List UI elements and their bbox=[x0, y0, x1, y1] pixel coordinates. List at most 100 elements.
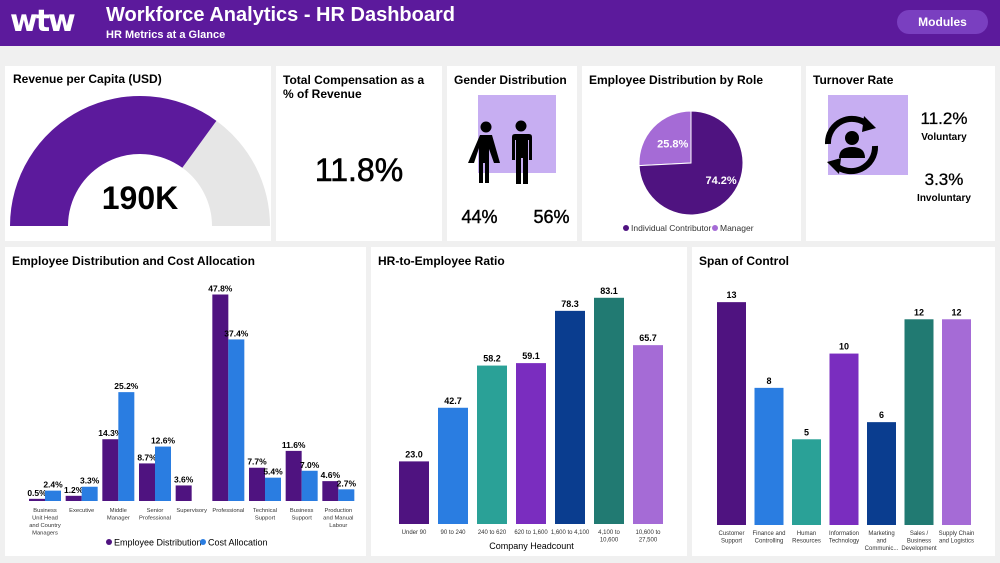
bar bbox=[228, 339, 245, 501]
bar-label: 5.4% bbox=[263, 467, 283, 477]
modules-button[interactable]: Modules bbox=[897, 10, 988, 34]
legend-label: Manager bbox=[720, 223, 754, 233]
bar-label: 3.3% bbox=[80, 476, 100, 486]
bar-label: 2.4% bbox=[43, 480, 63, 490]
tick-label: Senior bbox=[147, 508, 164, 514]
bar-label: 7.7% bbox=[247, 457, 267, 467]
bar bbox=[45, 490, 61, 501]
revenue-value: 190K bbox=[101, 180, 179, 216]
tick-label: 620 to 1,600 bbox=[514, 530, 548, 536]
gauge-fill bbox=[10, 95, 217, 226]
bar bbox=[942, 319, 971, 525]
tick-label: Controlling bbox=[755, 539, 784, 545]
compensation-value: 11.8% bbox=[314, 152, 404, 189]
tick-label: Technology bbox=[829, 539, 859, 545]
hr-ratio-title: HR-to-Employee Ratio bbox=[378, 254, 505, 268]
tick-label: Communic... bbox=[865, 546, 899, 552]
role-title: Employee Distribution by Role bbox=[589, 73, 764, 87]
turnover-card: Turnover Rate 11.2% Voluntary 3.3% Invol… bbox=[806, 66, 995, 241]
tick-label: Sales / bbox=[910, 531, 929, 537]
bar bbox=[516, 363, 546, 524]
tick-label: Labour bbox=[329, 523, 347, 529]
bar-label: 13 bbox=[726, 290, 736, 300]
bar bbox=[265, 477, 281, 501]
gauge-track bbox=[182, 120, 270, 226]
tick-label: Finance and bbox=[752, 531, 785, 537]
bar-label: 7.0% bbox=[300, 460, 320, 470]
turnover-title: Turnover Rate bbox=[813, 73, 894, 87]
bar-label: 58.2 bbox=[483, 354, 501, 364]
tick-label: Support bbox=[721, 539, 742, 545]
tick-label: 10,600 to bbox=[635, 530, 661, 536]
tick-label: Information bbox=[829, 531, 859, 537]
tick-label: 4,100 to bbox=[598, 530, 620, 536]
bar-label: 12.6% bbox=[151, 436, 176, 446]
bar-label: 4.6% bbox=[321, 470, 341, 480]
tick-label: and bbox=[876, 539, 886, 545]
bar bbox=[754, 387, 784, 525]
revenue-gauge bbox=[10, 95, 270, 226]
bar bbox=[65, 495, 82, 501]
x-axis-label: Company Headcount bbox=[489, 541, 574, 551]
bar bbox=[477, 365, 507, 524]
bar bbox=[594, 297, 624, 524]
hr-ratio-card: HR-to-Employee Ratio 23.0 Under 90 42.7 90 … bbox=[371, 247, 687, 556]
tick-label: Unit Head bbox=[32, 516, 58, 522]
legend-marker bbox=[712, 225, 718, 231]
bar-label: 12 bbox=[951, 307, 961, 317]
legend-label: Cost Allocation bbox=[208, 538, 268, 548]
bar-label: 83.1 bbox=[600, 286, 618, 296]
legend-label: Individual Contributor bbox=[631, 223, 711, 233]
voluntary-value: 11.2% bbox=[920, 109, 968, 128]
tick-label: Marketing bbox=[868, 531, 894, 537]
page-title: Workforce Analytics - HR Dashboard bbox=[106, 4, 455, 26]
bar-label: 47.8% bbox=[208, 284, 233, 294]
tick-label: Resources bbox=[792, 539, 821, 545]
gender-female-value: 44% bbox=[461, 207, 498, 227]
pie-slice bbox=[638, 110, 692, 167]
bar-label: 23.0 bbox=[405, 449, 423, 459]
bar-label: 0.5% bbox=[27, 488, 47, 498]
hr-ratio-chart: 23.0 Under 90 42.7 90 to 240 58.2 240 to 620 5… bbox=[399, 286, 663, 551]
tick-label: Middle bbox=[110, 508, 127, 514]
wtw-logo: wtw bbox=[10, 4, 76, 39]
bar-label: 3.6% bbox=[174, 474, 194, 484]
voluntary-label: Voluntary bbox=[921, 132, 967, 143]
bar bbox=[249, 467, 265, 501]
distribution-title: Employee Distribution and Cost Allocatio… bbox=[12, 254, 255, 268]
tick-label: Human bbox=[797, 531, 816, 537]
tick-label: Professional bbox=[212, 508, 244, 514]
bar bbox=[81, 486, 98, 501]
bar-label: 12 bbox=[914, 307, 924, 317]
bar bbox=[29, 498, 45, 501]
employee-cycle-icon bbox=[824, 115, 879, 175]
bar bbox=[322, 481, 339, 501]
pie-slice bbox=[638, 110, 744, 216]
revenue-title: Revenue per Capita (USD) bbox=[13, 72, 162, 86]
involuntary-value: 3.3% bbox=[924, 170, 964, 189]
tick-label: Business bbox=[290, 508, 314, 514]
bar-label: 25.2% bbox=[114, 381, 139, 391]
tick-label: Support bbox=[292, 516, 313, 522]
legend-label: Employee Distribution bbox=[114, 538, 202, 548]
bar bbox=[399, 461, 429, 524]
tick-label: and Logistics bbox=[939, 539, 974, 545]
tick-label: 1,600 to 4,100 bbox=[551, 530, 590, 536]
bar-label: 6 bbox=[879, 410, 884, 420]
role-pie-chart: 25.8% 74.2% Individual Contributor Manager bbox=[623, 110, 754, 233]
tick-label: Technical bbox=[253, 508, 277, 514]
bar bbox=[301, 470, 318, 501]
tick-label: Supervisory bbox=[176, 508, 207, 514]
bar-label: 14.3% bbox=[98, 428, 123, 438]
legend-marker bbox=[106, 539, 112, 545]
tick-label: and Country bbox=[29, 523, 61, 529]
bar-label: 11.6% bbox=[282, 440, 306, 450]
tick-label: Supply Chain bbox=[939, 531, 975, 537]
page-subtitle: HR Metrics at a Glance bbox=[106, 29, 226, 41]
tick-label: 90 to 240 bbox=[440, 530, 466, 536]
revenue-card: Revenue per Capita (USD) 190K bbox=[5, 66, 271, 241]
bar bbox=[829, 353, 859, 525]
bar-label: 59.1 bbox=[522, 351, 540, 361]
bar-label: 1.2% bbox=[64, 485, 84, 495]
